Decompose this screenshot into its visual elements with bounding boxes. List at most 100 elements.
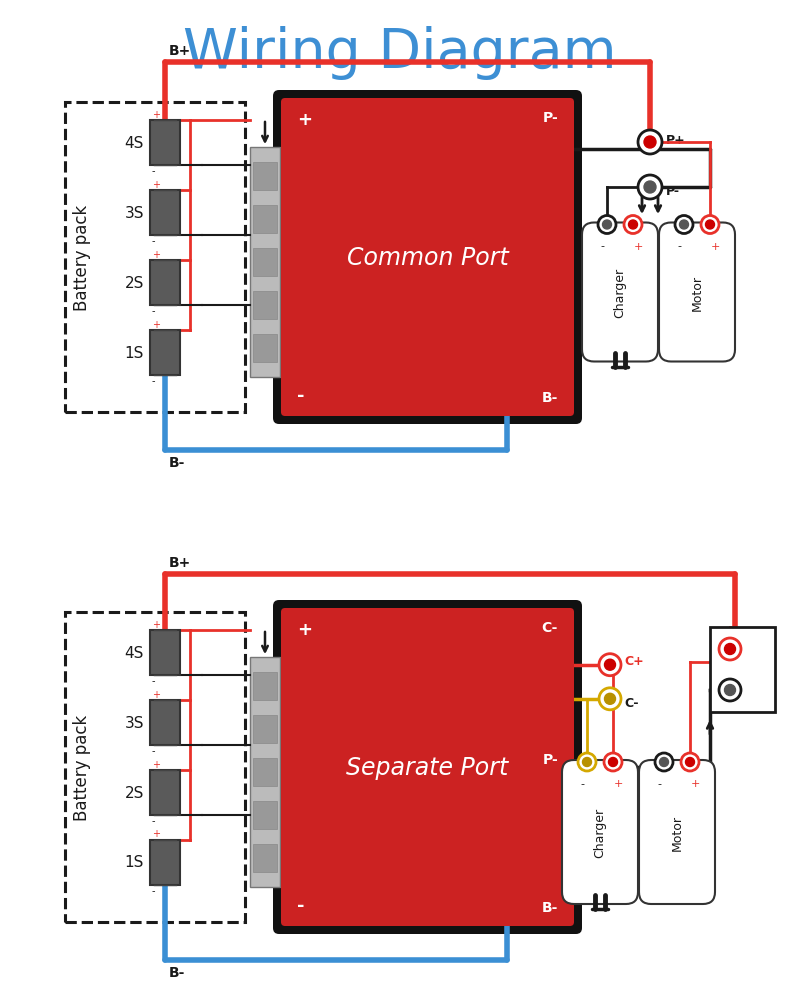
FancyBboxPatch shape xyxy=(150,261,180,306)
Text: P-: P- xyxy=(542,111,558,125)
Circle shape xyxy=(706,220,714,229)
Text: B-: B- xyxy=(542,900,558,914)
Text: -: - xyxy=(580,779,584,789)
FancyBboxPatch shape xyxy=(253,292,277,320)
Text: Common Port: Common Port xyxy=(346,245,508,270)
Circle shape xyxy=(686,758,694,767)
Circle shape xyxy=(725,684,735,695)
Circle shape xyxy=(644,137,656,149)
Text: Charger: Charger xyxy=(594,808,606,857)
Text: +: + xyxy=(152,249,160,260)
Circle shape xyxy=(638,131,662,155)
Circle shape xyxy=(725,644,735,655)
Text: +: + xyxy=(152,619,160,629)
Circle shape xyxy=(624,216,642,234)
FancyBboxPatch shape xyxy=(150,190,180,235)
FancyBboxPatch shape xyxy=(562,761,638,904)
Circle shape xyxy=(679,220,689,229)
Text: 1S: 1S xyxy=(125,345,144,360)
Text: +: + xyxy=(614,779,622,789)
Text: C+: C+ xyxy=(624,654,644,667)
Circle shape xyxy=(582,758,591,767)
FancyBboxPatch shape xyxy=(150,630,180,674)
Text: +: + xyxy=(297,111,312,129)
Text: 3S: 3S xyxy=(125,205,144,220)
Text: B-: B- xyxy=(169,456,186,470)
Circle shape xyxy=(701,216,719,234)
FancyBboxPatch shape xyxy=(281,99,574,417)
Text: +: + xyxy=(297,620,312,638)
FancyBboxPatch shape xyxy=(253,715,277,743)
Text: -: - xyxy=(152,236,155,246)
FancyBboxPatch shape xyxy=(253,205,277,233)
Text: 4S: 4S xyxy=(125,135,144,150)
Circle shape xyxy=(578,754,596,772)
Text: +: + xyxy=(152,320,160,330)
Circle shape xyxy=(629,220,638,229)
Text: +: + xyxy=(690,779,700,789)
Text: P+: P+ xyxy=(666,133,686,146)
FancyBboxPatch shape xyxy=(250,657,280,887)
Text: -: - xyxy=(297,387,305,405)
Circle shape xyxy=(719,638,741,660)
Circle shape xyxy=(675,216,693,234)
Text: Motor: Motor xyxy=(670,815,683,850)
Text: 2S: 2S xyxy=(125,785,144,800)
Text: C-: C- xyxy=(542,620,558,634)
FancyBboxPatch shape xyxy=(150,331,180,375)
Circle shape xyxy=(681,754,699,772)
Circle shape xyxy=(602,220,611,229)
Text: 4S: 4S xyxy=(125,645,144,660)
Text: B+: B+ xyxy=(169,44,191,58)
Text: 2S: 2S xyxy=(125,276,144,291)
Text: Battery pack: Battery pack xyxy=(73,714,91,821)
Text: 3S: 3S xyxy=(125,714,144,729)
Text: -: - xyxy=(600,241,604,252)
FancyBboxPatch shape xyxy=(253,802,277,830)
FancyBboxPatch shape xyxy=(281,608,574,926)
Text: +: + xyxy=(152,179,160,189)
Circle shape xyxy=(598,216,616,234)
Circle shape xyxy=(719,679,741,701)
FancyBboxPatch shape xyxy=(273,600,582,934)
Text: -: - xyxy=(152,745,155,756)
Circle shape xyxy=(604,754,622,772)
FancyBboxPatch shape xyxy=(150,770,180,815)
FancyBboxPatch shape xyxy=(250,148,280,378)
FancyBboxPatch shape xyxy=(710,627,775,712)
Text: Wiring Diagram: Wiring Diagram xyxy=(183,26,617,80)
FancyBboxPatch shape xyxy=(150,699,180,744)
Text: 1S: 1S xyxy=(125,855,144,870)
Circle shape xyxy=(609,758,618,767)
Circle shape xyxy=(605,693,615,704)
Text: Charger: Charger xyxy=(614,268,626,318)
Text: +: + xyxy=(152,829,160,839)
Circle shape xyxy=(644,181,656,193)
Text: Separate Port: Separate Port xyxy=(346,756,509,780)
Text: -: - xyxy=(152,307,155,317)
FancyBboxPatch shape xyxy=(253,163,277,190)
Text: -: - xyxy=(297,896,305,914)
FancyBboxPatch shape xyxy=(253,759,277,787)
Text: +: + xyxy=(152,759,160,769)
Text: +: + xyxy=(634,241,642,252)
Circle shape xyxy=(599,688,621,710)
Circle shape xyxy=(599,654,621,676)
Text: +: + xyxy=(710,241,720,252)
Text: -: - xyxy=(677,241,681,252)
Text: Battery pack: Battery pack xyxy=(73,204,91,311)
Text: P-: P- xyxy=(666,184,680,197)
Text: -: - xyxy=(152,675,155,685)
Circle shape xyxy=(659,758,669,767)
Circle shape xyxy=(638,175,662,199)
Text: -: - xyxy=(152,166,155,176)
Text: -: - xyxy=(657,779,661,789)
FancyBboxPatch shape xyxy=(150,840,180,885)
FancyBboxPatch shape xyxy=(253,844,277,872)
FancyBboxPatch shape xyxy=(273,91,582,425)
Text: P-: P- xyxy=(745,683,759,696)
Circle shape xyxy=(655,754,673,772)
Text: Motor: Motor xyxy=(690,275,703,311)
Text: B-: B- xyxy=(169,965,186,979)
Text: B-: B- xyxy=(542,391,558,405)
